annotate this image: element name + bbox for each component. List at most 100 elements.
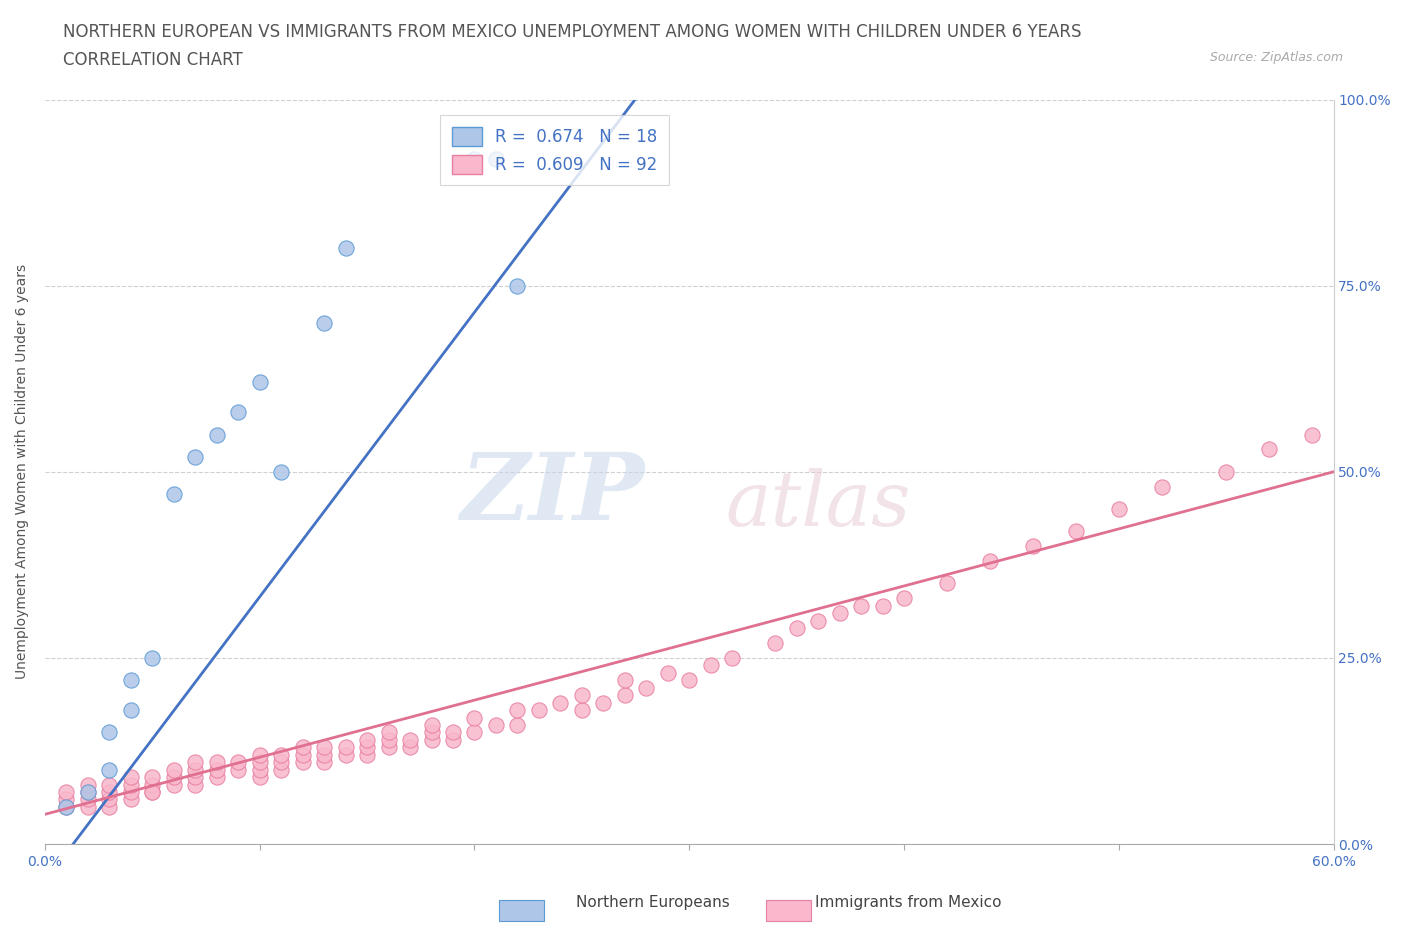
Point: [335, 740, 357, 755]
Point: [936, 576, 959, 591]
Point: [979, 553, 1001, 568]
Point: [55, 785, 77, 800]
Point: [184, 449, 207, 464]
Point: [205, 770, 228, 785]
Point: [205, 763, 228, 777]
Point: [377, 740, 399, 755]
Text: ZIP: ZIP: [460, 449, 644, 539]
Point: [506, 278, 529, 293]
Point: [657, 665, 679, 680]
Point: [721, 650, 744, 665]
Text: CORRELATION CHART: CORRELATION CHART: [63, 51, 243, 69]
Point: [678, 672, 700, 687]
Text: Immigrants from Mexico: Immigrants from Mexico: [815, 895, 1002, 910]
Point: [807, 613, 830, 628]
Point: [98, 785, 121, 800]
Point: [141, 785, 163, 800]
Point: [77, 777, 100, 792]
Point: [249, 755, 271, 770]
Point: [226, 763, 249, 777]
Point: [1022, 538, 1045, 553]
Point: [226, 755, 249, 770]
Point: [141, 785, 163, 800]
Point: [98, 763, 121, 777]
Point: [249, 763, 271, 777]
Point: [893, 591, 915, 605]
Point: [120, 777, 142, 792]
Point: [98, 725, 121, 740]
Point: [485, 152, 508, 166]
Point: [571, 703, 593, 718]
Point: [849, 598, 872, 613]
Point: [163, 763, 186, 777]
Point: [163, 486, 186, 501]
Point: [55, 792, 77, 807]
Point: [120, 770, 142, 785]
Text: atlas: atlas: [725, 469, 911, 542]
Point: [399, 740, 422, 755]
Point: [356, 740, 378, 755]
Point: [786, 620, 808, 635]
Point: [420, 725, 443, 740]
Point: [314, 748, 336, 763]
Point: [226, 405, 249, 419]
Point: [592, 696, 614, 711]
Point: [399, 733, 422, 748]
Point: [441, 733, 464, 748]
Point: [1150, 479, 1173, 494]
Point: [120, 785, 142, 800]
Point: [270, 755, 292, 770]
Point: [506, 718, 529, 733]
Point: [463, 152, 485, 166]
Point: [636, 680, 658, 695]
Point: [163, 777, 186, 792]
Point: [249, 748, 271, 763]
Point: [291, 740, 314, 755]
Point: [420, 718, 443, 733]
Point: [77, 785, 100, 800]
Point: [463, 725, 485, 740]
Point: [828, 605, 851, 620]
Point: [270, 464, 292, 479]
Point: [377, 733, 399, 748]
Point: [120, 703, 142, 718]
Point: [141, 777, 163, 792]
Point: [77, 785, 100, 800]
Point: [98, 777, 121, 792]
Point: [485, 718, 508, 733]
Point: [141, 770, 163, 785]
Point: [441, 725, 464, 740]
Point: [77, 800, 100, 815]
Text: NORTHERN EUROPEAN VS IMMIGRANTS FROM MEXICO UNEMPLOYMENT AMONG WOMEN WITH CHILDR: NORTHERN EUROPEAN VS IMMIGRANTS FROM MEX…: [63, 23, 1081, 41]
Point: [120, 672, 142, 687]
Point: [872, 598, 894, 613]
Point: [420, 733, 443, 748]
Point: [55, 800, 77, 815]
Point: [314, 315, 336, 330]
Point: [463, 711, 485, 725]
Point: [98, 792, 121, 807]
Point: [98, 800, 121, 815]
Point: [184, 777, 207, 792]
Point: [270, 748, 292, 763]
Point: [77, 792, 100, 807]
Point: [1064, 524, 1087, 538]
Point: [249, 375, 271, 390]
Point: [763, 635, 786, 650]
Point: [184, 755, 207, 770]
Point: [314, 740, 336, 755]
Point: [249, 770, 271, 785]
Point: [613, 672, 636, 687]
Point: [184, 763, 207, 777]
Point: [377, 725, 399, 740]
Point: [270, 763, 292, 777]
Point: [205, 427, 228, 442]
Point: [314, 755, 336, 770]
Point: [550, 696, 572, 711]
Point: [356, 733, 378, 748]
Text: Source: ZipAtlas.com: Source: ZipAtlas.com: [1209, 51, 1343, 64]
Point: [1108, 501, 1130, 516]
Point: [335, 748, 357, 763]
Point: [613, 688, 636, 703]
Point: [335, 241, 357, 256]
